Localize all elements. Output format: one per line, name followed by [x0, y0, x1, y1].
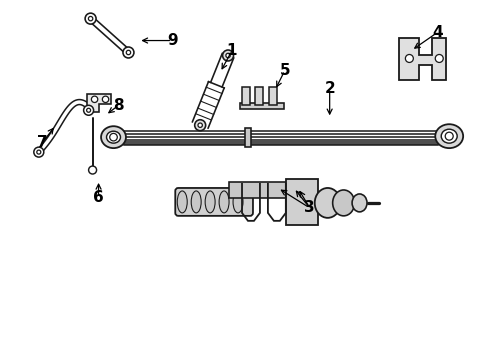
Circle shape [126, 50, 131, 55]
Ellipse shape [441, 129, 457, 143]
Text: 7: 7 [37, 135, 48, 150]
Polygon shape [255, 87, 263, 105]
Text: 5: 5 [279, 63, 290, 78]
FancyBboxPatch shape [229, 182, 289, 198]
Text: 6: 6 [93, 190, 104, 206]
Circle shape [92, 96, 98, 103]
Circle shape [85, 13, 96, 24]
Text: 4: 4 [432, 25, 442, 40]
Circle shape [445, 132, 453, 140]
Text: 3: 3 [304, 201, 315, 215]
FancyBboxPatch shape [175, 188, 253, 216]
Ellipse shape [205, 191, 215, 213]
Circle shape [198, 123, 202, 127]
Ellipse shape [233, 191, 243, 213]
Circle shape [102, 96, 109, 103]
FancyBboxPatch shape [245, 128, 251, 147]
Ellipse shape [106, 131, 121, 143]
FancyBboxPatch shape [286, 179, 318, 225]
Circle shape [405, 54, 414, 62]
Circle shape [84, 105, 94, 115]
Circle shape [435, 54, 443, 62]
Text: 8: 8 [113, 98, 124, 113]
Circle shape [226, 53, 230, 58]
Polygon shape [87, 94, 111, 112]
Circle shape [87, 108, 91, 112]
Circle shape [89, 166, 97, 174]
Circle shape [123, 47, 134, 58]
Ellipse shape [435, 124, 463, 148]
Ellipse shape [315, 188, 341, 218]
Polygon shape [242, 87, 250, 105]
Text: 9: 9 [167, 33, 177, 48]
Ellipse shape [191, 191, 201, 213]
Circle shape [37, 150, 41, 154]
Circle shape [34, 147, 44, 157]
Polygon shape [399, 37, 446, 80]
Text: 2: 2 [324, 81, 335, 96]
Ellipse shape [333, 190, 355, 216]
Polygon shape [269, 87, 276, 105]
Ellipse shape [177, 191, 187, 213]
Ellipse shape [352, 194, 367, 212]
Circle shape [195, 120, 206, 131]
Circle shape [88, 17, 93, 21]
Ellipse shape [101, 126, 126, 148]
Circle shape [110, 134, 117, 141]
Ellipse shape [219, 191, 229, 213]
FancyBboxPatch shape [240, 103, 284, 109]
Text: 1: 1 [227, 43, 237, 58]
Circle shape [222, 50, 234, 61]
